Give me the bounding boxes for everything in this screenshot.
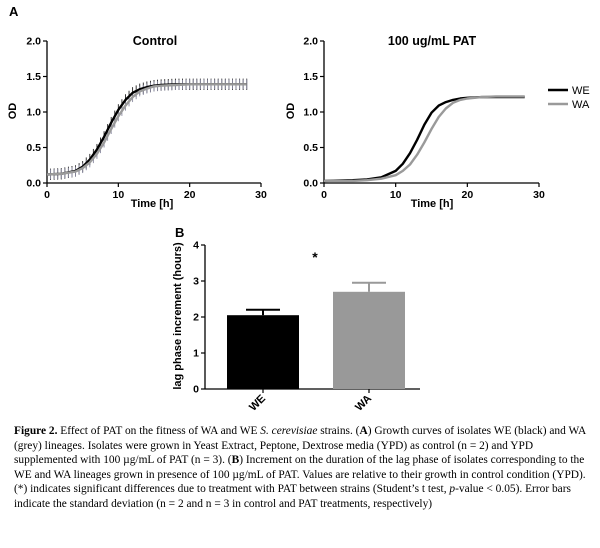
y-tick-label: 2 bbox=[193, 312, 199, 324]
y-tick-label: 0.5 bbox=[26, 142, 41, 154]
series-line-wa bbox=[324, 95, 525, 183]
x-tick-label: 20 bbox=[461, 189, 473, 201]
x-tick-label: 30 bbox=[533, 189, 545, 201]
bar-we bbox=[227, 315, 299, 389]
series-line-we bbox=[46, 83, 247, 176]
x-tick-label: 20 bbox=[184, 189, 196, 201]
y-tick-label: 1.0 bbox=[303, 107, 318, 119]
y-axis-label: OD bbox=[7, 103, 19, 120]
pat-growth-chart: 100 ug/mL PAT OD Time [h] 0.0 0.5 1.0 1.5 2.… bbox=[285, 34, 590, 210]
y-tick-label: 1.5 bbox=[26, 71, 41, 83]
legend: WE WA bbox=[548, 85, 590, 111]
x-tick-label: 10 bbox=[390, 189, 402, 201]
plot-area: 0.0 0.5 1.0 1.5 2.0 0 10 20 30 bbox=[26, 36, 267, 202]
plot-area: 0 1 2 3 4 WE WA bbox=[193, 240, 420, 414]
legend-label-we: WE bbox=[572, 85, 590, 97]
y-tick-label: 3 bbox=[193, 276, 199, 288]
caption-text: -value < 0.05). Error bars indicate the … bbox=[14, 483, 571, 510]
caption-text: Effect of PAT on the fitness of WA and W… bbox=[57, 425, 261, 437]
caption-label: Figure 2. bbox=[14, 425, 58, 437]
y-axis-label: OD bbox=[285, 103, 297, 120]
panel-b-label: B bbox=[175, 225, 184, 240]
y-tick-label: 4 bbox=[193, 240, 199, 252]
chart-title: 100 ug/mL PAT bbox=[388, 34, 477, 48]
panel-a-label: A bbox=[9, 4, 19, 19]
x-tick-label: WE bbox=[247, 393, 268, 414]
legend-label-wa: WA bbox=[572, 99, 590, 111]
caption-p: p bbox=[449, 483, 456, 496]
x-tick-label: 0 bbox=[321, 189, 327, 201]
y-tick-label: 1.0 bbox=[26, 107, 41, 119]
y-tick-label: 0.0 bbox=[303, 178, 318, 190]
y-tick-label: 1.5 bbox=[303, 71, 318, 83]
lag-phase-bar-chart: lag phase increment (hours) * 0 1 2 3 4 WE WA bbox=[172, 240, 420, 414]
y-axis-label: lag phase increment (hours) bbox=[172, 242, 184, 390]
caption-panel-ref: A bbox=[359, 425, 368, 437]
x-tick-label: 0 bbox=[44, 189, 50, 201]
y-tick-label: 2.0 bbox=[303, 36, 318, 48]
x-axis-label: Time [h] bbox=[131, 198, 174, 210]
caption-text: strains. ( bbox=[317, 425, 360, 437]
y-tick-label: 0 bbox=[193, 384, 199, 396]
figure-caption: Figure 2. Effect of PAT on the fitness o… bbox=[14, 424, 588, 512]
series-line-we bbox=[323, 95, 525, 183]
x-tick-label: 10 bbox=[112, 189, 124, 201]
caption-species: S. cerevisiae bbox=[260, 425, 318, 437]
control-growth-chart: Control OD Time [h] 0.0 0.5 1.0 1.5 2.0 0 10 20… bbox=[7, 34, 267, 210]
plot-area: 0.0 0.5 1.0 1.5 2.0 0 10 20 30 bbox=[303, 36, 545, 202]
y-tick-label: 2.0 bbox=[26, 36, 41, 48]
y-tick-label: 1 bbox=[193, 348, 199, 360]
caption-text: ) Growth curves of isolates WE (black) a… bbox=[14, 425, 586, 467]
bar-wa bbox=[333, 291, 405, 389]
significance-annotation: * bbox=[312, 249, 318, 265]
x-tick-label: 30 bbox=[255, 189, 267, 201]
series-line-wa bbox=[46, 83, 247, 176]
y-tick-label: 0.5 bbox=[303, 142, 318, 154]
x-tick-label: WA bbox=[353, 393, 374, 414]
y-tick-label: 0.0 bbox=[26, 178, 41, 190]
chart-title: Control bbox=[133, 34, 177, 48]
x-axis-label: Time [h] bbox=[411, 198, 454, 210]
caption-text: ) Increment on the duration of the lag p… bbox=[14, 454, 586, 496]
figure-2: A Control OD Time [h] 0.00.51.01.52.00 10… bbox=[7, 4, 590, 414]
caption-panel-ref: B bbox=[231, 454, 240, 467]
